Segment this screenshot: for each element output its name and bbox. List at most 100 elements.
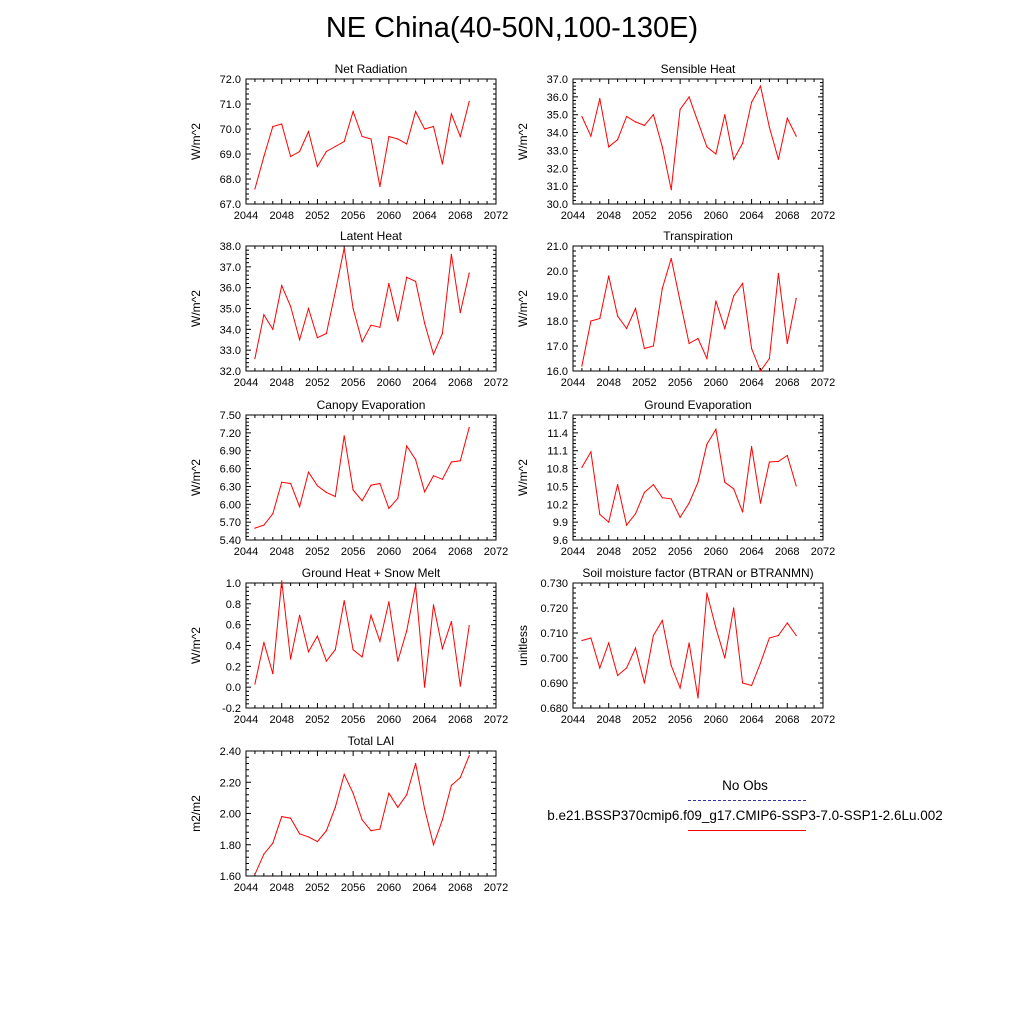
y-axis-label: W/m^2 [516,123,530,160]
data-point [441,478,444,480]
data-point [459,776,461,779]
y-tick-label: 6.60 [220,464,241,476]
main-title: NE China(40-50N,100-130E) [325,12,699,44]
data-point [281,481,283,483]
x-tick-label: 2060 [377,714,401,726]
data-point [298,339,301,341]
data-point [281,123,283,125]
data-point [254,188,256,190]
data-point [352,307,354,310]
x-tick-label: 2044 [234,546,258,558]
data-point [307,307,310,310]
data-point [679,108,681,110]
data-point [679,516,681,518]
data-point [450,253,452,255]
data-point [750,347,753,350]
y-tick-label: 17.0 [547,341,568,353]
data-point [379,828,381,830]
y-axis-label: m2/m2 [189,795,203,832]
data-point [263,314,265,316]
plot-frame [245,750,497,877]
y-tick-label: -0.2 [222,703,241,715]
chart-panel: Ground Heat + Snow Melt 2044 2048 2052 2056 2… [189,566,508,726]
y-tick-label: 30.0 [547,199,568,211]
data-point [254,357,256,360]
y-tick-label: 34.0 [547,128,568,140]
data-point [361,819,363,821]
y-tick-label: 11.4 [547,428,568,440]
data-point [343,140,345,143]
x-tick-label: 2048 [269,377,293,389]
data-point [415,280,417,283]
panel-title: Ground Heat + Snow Melt [302,566,441,580]
data-point [290,305,292,308]
y-tick-label: 67.0 [220,199,241,211]
y-tick-label: 2.20 [220,777,241,789]
data-point [768,461,771,463]
data-point [370,324,372,326]
series-line [254,755,470,875]
x-tick-label: 2060 [704,714,728,726]
data-point [370,138,372,140]
data-point [670,664,672,667]
x-tick-label: 2060 [377,882,401,894]
data-point [423,808,426,810]
data-point [272,125,274,128]
data-point [298,506,301,508]
x-tick-label: 2072 [484,714,508,726]
y-tick-label: 9.6 [553,535,568,547]
x-tick-label: 2072 [811,210,835,222]
data-point [661,619,663,622]
chart-panel: Net Radiation 2044 2048 2052 2056 2060 2064 206… [189,62,508,222]
data-point [581,639,583,642]
plot-frame [572,414,824,541]
series-line [254,427,470,529]
data-point [415,110,417,113]
y-tick-label: 34.0 [220,324,241,336]
x-tick-label: 2048 [269,882,293,894]
x-tick-label: 2052 [632,714,656,726]
data-point [263,155,265,158]
y-tick-label: 7.50 [220,410,241,422]
data-point [599,317,601,320]
data-point [441,648,444,650]
data-point [316,635,319,637]
data-point [617,484,619,486]
data-point [352,792,354,794]
series-line [254,580,470,688]
y-axis-label: W/m^2 [516,290,530,327]
x-tick-label: 2052 [305,714,329,726]
data-point [316,841,319,843]
y-tick-label: 33.0 [547,145,568,157]
data-point [742,142,744,144]
panel-title: Transpiration [663,229,733,243]
data-point [795,634,797,637]
data-point [450,461,452,463]
data-point [777,634,779,637]
data-point [733,295,735,297]
plot-frame [245,582,497,709]
data-point [290,482,292,485]
data-point [670,189,672,191]
y-tick-label: 0.720 [540,603,568,615]
y-tick-label: 0.6 [226,620,241,632]
data-point [263,853,265,855]
data-point [652,634,654,637]
x-tick-label: 2060 [704,546,728,558]
x-tick-label: 2048 [596,210,620,222]
panel-title: Ground Evaporation [644,398,751,412]
x-tick-label: 2048 [269,210,293,222]
y-axis-label: W/m^2 [516,459,530,496]
data-point [343,773,345,776]
data-point [361,135,363,138]
data-point [388,282,390,285]
data-point [715,627,717,629]
data-point [379,482,381,485]
y-tick-label: 36.0 [220,283,241,295]
data-point [468,755,470,757]
y-tick-label: 70.0 [220,124,241,136]
data-point [750,101,753,103]
data-point [352,110,354,113]
data-point [459,312,461,314]
data-point [590,320,592,322]
